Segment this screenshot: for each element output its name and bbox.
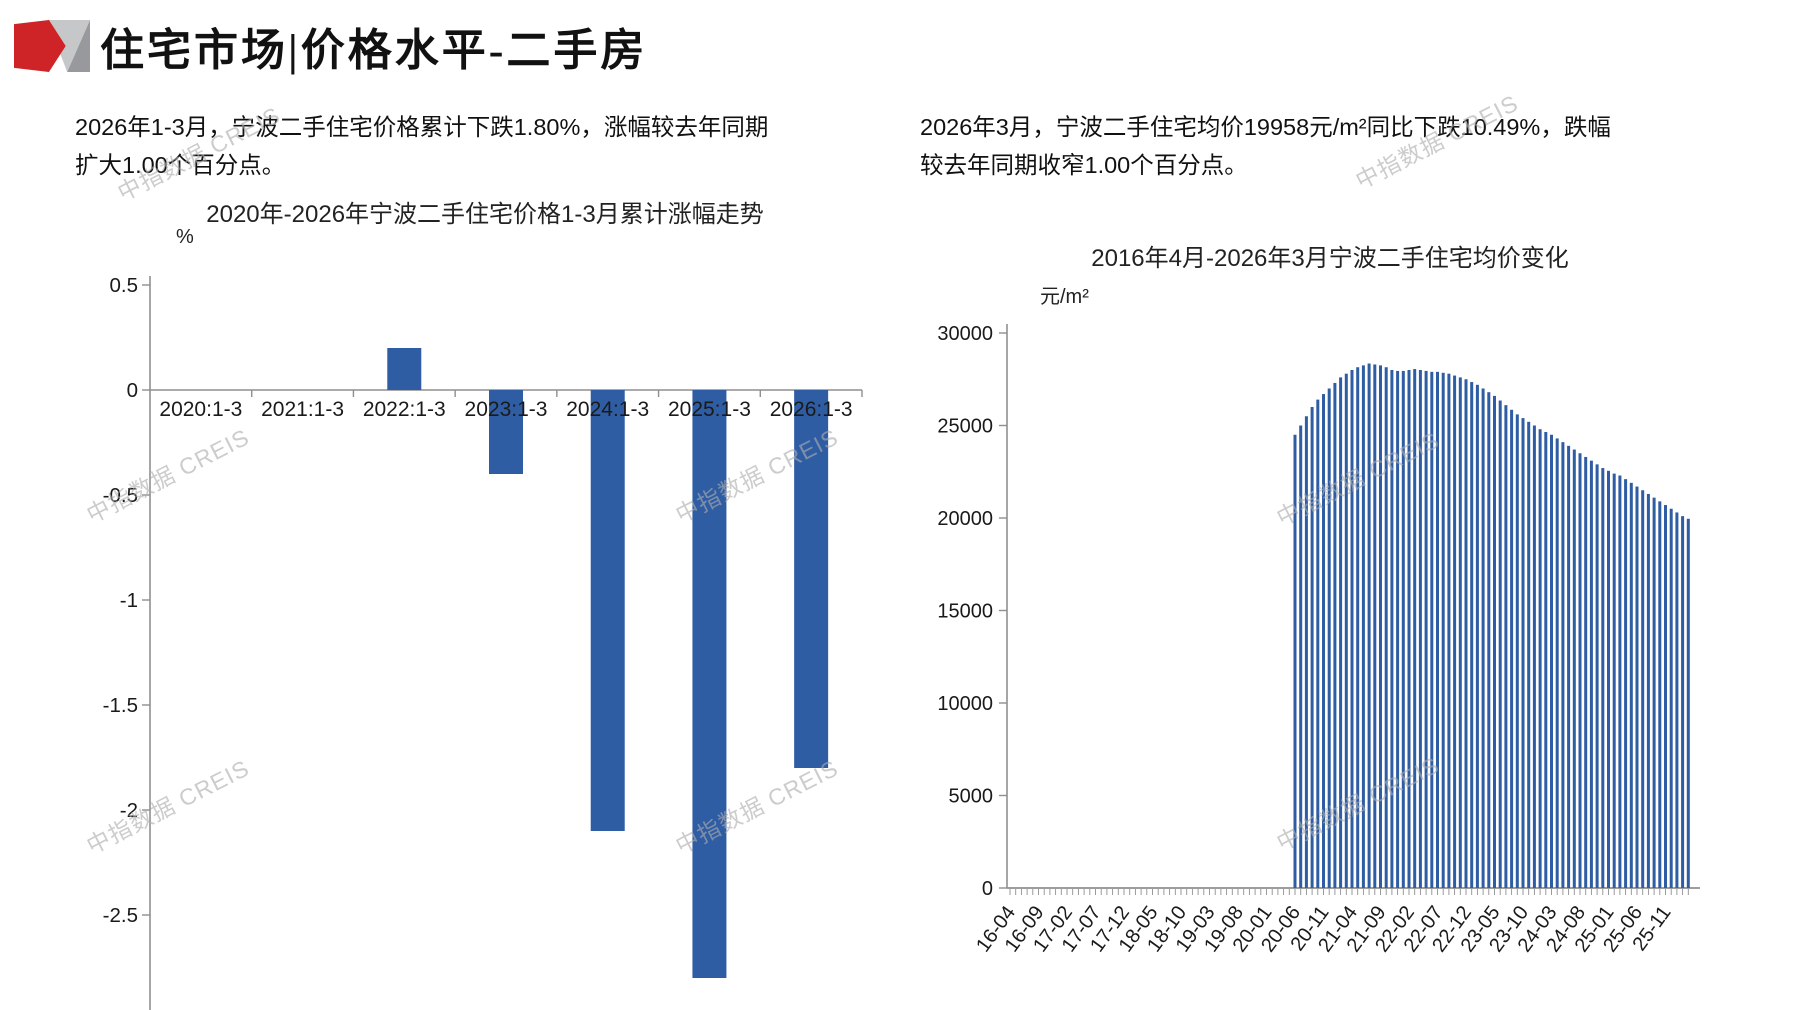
svg-text:2026:1-3: 2026:1-3 xyxy=(770,398,853,421)
svg-text:-2.5: -2.5 xyxy=(103,904,138,927)
right-chart-title: 2016年4月-2026年3月宁波二手住宅均价变化 xyxy=(1091,245,1569,272)
svg-text:2023:1-3: 2023:1-3 xyxy=(465,398,548,421)
svg-text:15000: 15000 xyxy=(937,601,993,623)
svg-text:10000: 10000 xyxy=(937,693,993,715)
right-chart-unit-label: 元/m² xyxy=(1040,286,1089,308)
svg-text:0: 0 xyxy=(982,878,993,900)
svg-text:-2: -2 xyxy=(120,799,138,822)
svg-text:20000: 20000 xyxy=(937,508,993,530)
svg-text:0: 0 xyxy=(127,379,138,402)
left-summary-paragraph: 2026年1-3月，宁波二手住宅价格累计下跌1.80%，涨幅较去年同期 扩大1.… xyxy=(75,108,768,184)
right-summary-line1: 2026年3月，宁波二手住宅均价19958元/m²同比下跌10.49%，跌幅 xyxy=(920,114,1611,140)
svg-text:-1: -1 xyxy=(120,589,138,612)
svg-text:2021:1-3: 2021:1-3 xyxy=(261,398,344,421)
svg-text:2022:1-3: 2022:1-3 xyxy=(363,398,446,421)
svg-text:-0.5: -0.5 xyxy=(103,484,138,507)
left-summary-line2: 扩大1.00个百分点。 xyxy=(75,152,286,178)
svg-text:2025:1-3: 2025:1-3 xyxy=(668,398,751,421)
svg-text:-1.5: -1.5 xyxy=(103,694,138,717)
right-summary-line2: 较去年同期收窄1.00个百分点。 xyxy=(920,152,1248,178)
svg-text:0.5: 0.5 xyxy=(110,274,139,297)
svg-text:2020:1-3: 2020:1-3 xyxy=(159,398,242,421)
creis-logo xyxy=(14,20,90,72)
svg-text:5000: 5000 xyxy=(949,786,994,808)
right-chart: 05000100001500020000250003000016-0416-09… xyxy=(937,323,1700,956)
left-chart: 0.5 0 -0.5 -1 -1.5 -2 -2.5 2020:1-3 2021:1-3 2022… xyxy=(103,274,863,1010)
svg-text:25000: 25000 xyxy=(937,416,993,438)
left-summary-line1: 2026年1-3月，宁波二手住宅价格累计下跌1.80%，涨幅较去年同期 xyxy=(75,114,769,140)
right-summary-paragraph: 2026年3月，宁波二手住宅均价19958元/m²同比下跌10.49%，跌幅 较… xyxy=(920,108,1611,184)
svg-text:30000: 30000 xyxy=(937,323,993,345)
left-chart-title: 2020年-2026年宁波二手住宅价格1-3月累计涨幅走势 xyxy=(206,201,764,228)
svg-text:2024:1-3: 2024:1-3 xyxy=(566,398,649,421)
left-chart-unit-label: % xyxy=(176,226,194,248)
page-title: 住宅市场|价格水平-二手房 xyxy=(100,26,648,75)
